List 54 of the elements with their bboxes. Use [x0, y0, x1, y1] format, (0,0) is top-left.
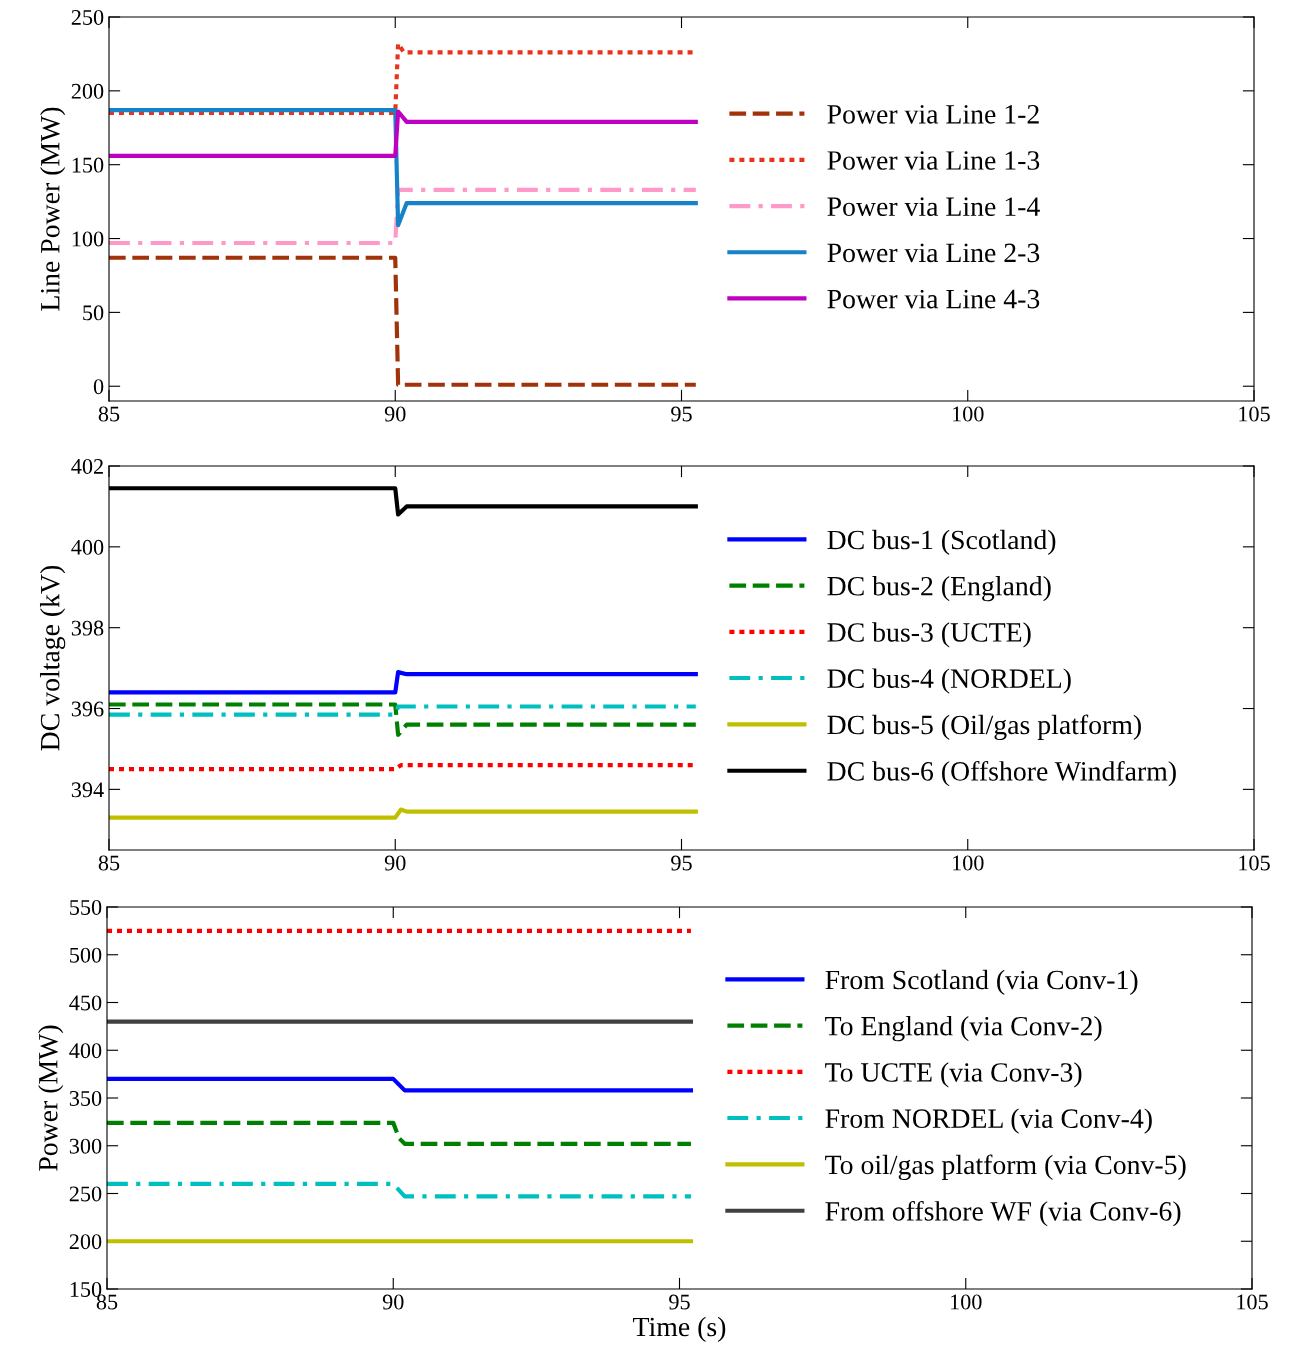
- y-tick-label: 250: [71, 9, 104, 25]
- y-tick-label: 200: [69, 1234, 102, 1250]
- x-tick-label: 85: [98, 406, 120, 422]
- legend-label: DC bus-2 (England): [827, 576, 1051, 602]
- x-tick-label: 90: [384, 406, 406, 422]
- x-tick-label: 90: [384, 855, 406, 871]
- legend-label: DC bus-1 (Scotland): [827, 529, 1056, 556]
- y-tick-label: 500: [70, 947, 102, 963]
- y-tick-label: 150: [72, 157, 104, 173]
- x-tick-label: 95: [671, 855, 692, 871]
- legend-label: DC bus-4 (NORDEL): [827, 668, 1071, 694]
- y-axis-title: DC voltage (kV): [39, 565, 66, 751]
- y-tick-label: 398: [71, 620, 104, 636]
- x-tick-label: 95: [671, 406, 692, 422]
- y-tick-label: 250: [69, 1186, 102, 1202]
- y-axis-title: Line Power (MW): [40, 107, 66, 311]
- x-axis-title: Time (s): [633, 1316, 726, 1342]
- y-tick-label: 550: [70, 899, 102, 915]
- y-tick-label: 350: [69, 1090, 102, 1106]
- y-tick-label: 400: [71, 539, 104, 555]
- legend-label: From NORDEL (via Conv-4): [825, 1108, 1152, 1134]
- legend-label: DC bus-5 (Oil/gas platform): [827, 714, 1141, 741]
- y-tick-label: 300: [69, 1138, 102, 1154]
- y-tick-label: 100: [72, 231, 104, 247]
- x-tick-label: 100: [951, 1294, 982, 1310]
- legend-label: To oil/gas platform (via Conv-5): [825, 1154, 1186, 1181]
- x-tick-label: 90: [382, 1294, 404, 1310]
- legend-label: To England (via Conv-2): [825, 1016, 1102, 1042]
- x-tick-label: 105: [1239, 855, 1270, 871]
- y-tick-label: 450: [69, 995, 102, 1011]
- y-tick-label: 402: [71, 458, 103, 474]
- legend-label: To UCTE (via Conv-3): [825, 1062, 1082, 1088]
- y-tick-label: 50: [83, 305, 104, 321]
- x-tick-label: 105: [1239, 406, 1270, 422]
- x-tick-label: 100: [953, 406, 984, 422]
- y-tick-label: 400: [69, 1043, 102, 1059]
- y-tick-label: 394: [71, 782, 104, 798]
- legend-label: Power via Line 1-4: [827, 197, 1040, 217]
- legend-label: Power via Line 4-3: [827, 289, 1040, 309]
- x-tick-label: 100: [953, 855, 984, 871]
- y-tick-label: 396: [71, 701, 104, 717]
- y-axis-title: Power (MW): [38, 1025, 64, 1171]
- y-tick-label: 200: [71, 83, 104, 99]
- legend-label: Power via Line 1-3: [827, 151, 1040, 170]
- legend-label: Power via Line 2-3: [827, 243, 1040, 263]
- legend-label: DC bus-3 (UCTE): [827, 622, 1031, 648]
- x-tick-label: 95: [669, 1294, 690, 1310]
- legend-label: From offshore WF (via Conv-6): [825, 1200, 1181, 1227]
- legend-label: Power via Line 1-2: [827, 104, 1039, 124]
- legend-label: From Scotland (via Conv-1): [825, 969, 1138, 996]
- legend-label: DC bus-6 (Offshore Windfarm): [827, 760, 1176, 787]
- x-tick-label: 105: [1237, 1294, 1268, 1310]
- y-tick-label: 0: [93, 379, 104, 395]
- x-tick-label: 85: [98, 855, 120, 871]
